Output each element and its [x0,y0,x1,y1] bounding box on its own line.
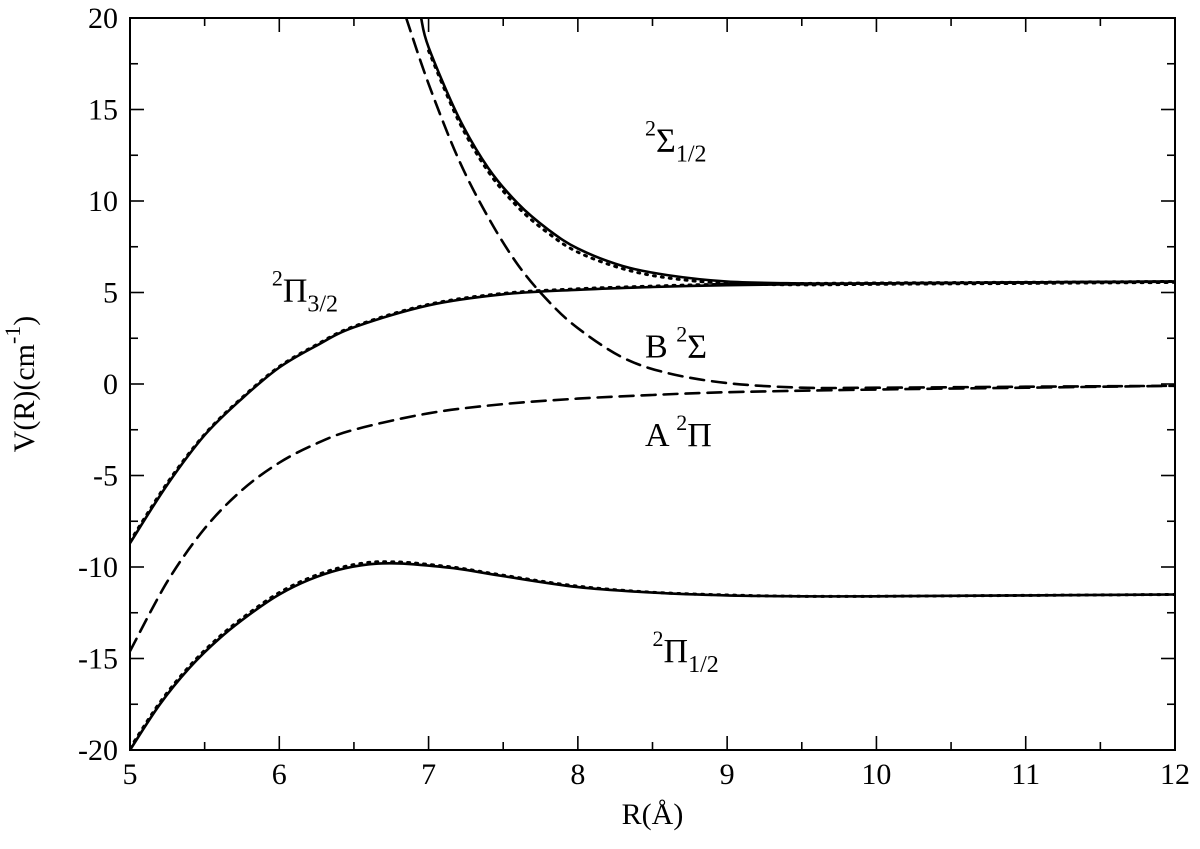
annotations-group: 2Σ1/2 2Π3/2 B 2Σ A 2Π 2Π1/2 [272,116,719,679]
series-line-dotted-6 [130,280,1175,543]
y-tick-label: 10 [88,185,118,218]
x-tick-label: 8 [570,758,585,791]
series-line-dotted-5 [427,49,1175,287]
series-line-dotted-7 [130,560,1175,750]
y-tick-label: -20 [78,734,118,767]
x-tick-label: 12 [1160,758,1190,791]
curve-label-bsigma: B 2Σ [645,321,707,365]
curve-label-sigma12: 2Σ1/2 [645,116,706,168]
y-tick-label: -5 [93,460,118,493]
curve-label-pi12: 2Π1/2 [653,626,719,678]
y-tick-label: -10 [78,551,118,584]
y-tick-label: 15 [88,94,118,127]
curves-group [130,18,1175,750]
series-line-solid-0 [419,18,1175,285]
series-line-solid-1 [130,280,1175,545]
tick-labels-group: 5 6 7 8 9 10 11 12 -20 -15 -10 -5 0 5 10 15 20 [78,2,1190,791]
ticks-group [129,17,1176,751]
y-axis-label: V(R)(cm-1) [0,316,41,453]
x-tick-label: 9 [720,758,735,791]
curve-label-api: A 2Π [645,410,712,454]
y-axis-label-sup: -1 [0,326,25,344]
x-tick-label: 11 [1011,758,1040,791]
x-tick-label: 7 [421,758,436,791]
y-axis-label-close: ) [8,316,41,326]
series-line-dashed-2 [404,18,1175,390]
y-tick-label: 0 [103,368,118,401]
y-tick-label: 20 [88,2,118,35]
y-tick-label: -15 [78,643,118,676]
x-axis-label: R(Å) [622,798,684,831]
y-tick-label: 5 [103,277,118,310]
series-line-solid-4 [130,561,1175,750]
x-tick-label: 5 [123,758,138,791]
y-axis-label-main: V(R)(cm [8,344,41,452]
x-tick-label: 10 [861,758,891,791]
x-tick-label: 6 [272,758,287,791]
curve-label-pi32: 2Π3/2 [272,266,338,318]
